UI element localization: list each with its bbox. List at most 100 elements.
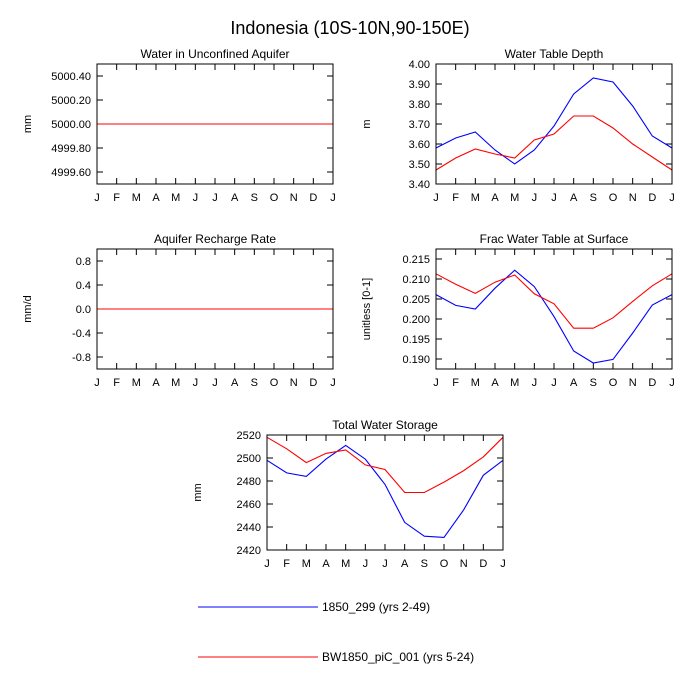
x-tick-label: A (231, 377, 239, 389)
chart-panel-5: Total Water Storage mm 2420 2440 2460 2480 250… (192, 418, 506, 570)
panel-title: Aquifer Recharge Rate (154, 232, 276, 246)
y-tick-label: 0.215 (402, 254, 430, 266)
x-tick-label: M (510, 377, 519, 389)
x-tick-label: F (452, 377, 459, 389)
x-tick-label: J (669, 377, 675, 389)
x-tick-label: N (290, 377, 298, 389)
series-line-blue (435, 269, 673, 364)
x-tick-label: S (251, 377, 258, 389)
x-tick-label: D (648, 192, 656, 204)
y-tick-label: 0.0 (76, 304, 91, 316)
x-tick-label: J (94, 377, 100, 389)
x-tick-label: F (283, 558, 290, 570)
series-line-red (435, 115, 673, 171)
y-tick-label: 2440 (237, 522, 261, 534)
x-tick-label: N (290, 192, 298, 204)
y-tick-label: 3.90 (409, 79, 430, 91)
x-tick-label: M (171, 377, 180, 389)
x-tick-label: J (669, 192, 675, 204)
x-tick-label: D (648, 377, 656, 389)
x-tick-label: J (551, 377, 557, 389)
legend: 1850_299 (yrs 2-49) BW1850_piC_001 (yrs 5… (198, 600, 474, 664)
y-tick-label: -0.4 (72, 328, 91, 340)
x-tick-label: M (132, 192, 141, 204)
y-tick-label: 4.00 (409, 59, 430, 71)
y-tick-label: 0.205 (402, 294, 430, 306)
y-axis-label: mm (22, 115, 34, 133)
y-tick-label: 0.8 (76, 256, 91, 268)
x-tick-label: F (113, 192, 120, 204)
x-tick-label: A (322, 558, 330, 570)
x-tick-label: O (440, 558, 449, 570)
x-tick-label: F (452, 192, 459, 204)
x-tick-label: F (113, 377, 120, 389)
x-tick-label: M (471, 377, 480, 389)
x-tick-label: J (382, 558, 388, 570)
x-tick-label: J (363, 558, 369, 570)
y-tick-label: 0.4 (76, 280, 91, 292)
x-tick-label: A (570, 192, 578, 204)
y-axis-label: mm (192, 483, 204, 501)
x-tick-label: J (551, 192, 557, 204)
y-tick-label: 5000.20 (51, 95, 91, 107)
series-line-blue (266, 444, 504, 538)
x-tick-label: J (532, 192, 538, 204)
y-tick-label: 0.200 (402, 314, 430, 326)
plot-frame (435, 248, 673, 370)
y-tick-label: 3.40 (409, 179, 430, 191)
legend-label: BW1850_piC_001 (yrs 5-24) (322, 650, 474, 664)
x-tick-label: M (341, 558, 350, 570)
x-tick-label: M (132, 377, 141, 389)
x-tick-label: S (251, 192, 258, 204)
y-tick-label: 3.50 (409, 159, 430, 171)
x-tick-label: J (193, 377, 199, 389)
x-tick-label: D (309, 377, 317, 389)
chart-panel-4: Frac Water Table at Surface unitless [0-1… (361, 232, 675, 389)
x-tick-label: J (193, 192, 199, 204)
x-tick-label: N (629, 192, 637, 204)
x-tick-label: S (590, 377, 597, 389)
series-line-red (435, 273, 673, 329)
x-tick-label: O (270, 192, 279, 204)
x-tick-label: A (401, 558, 409, 570)
chart-panel-1: Water in Unconfined Aquifer mm 4999.60 4999… (22, 47, 336, 204)
y-tick-label: 2460 (237, 499, 261, 511)
y-tick-label: 4999.80 (51, 143, 91, 155)
x-tick-label: J (212, 377, 218, 389)
chart-panel-3: Aquifer Recharge Rate mm/d -0.8 -0.4 0.0 0.4 0… (22, 232, 336, 389)
x-tick-label: A (491, 192, 499, 204)
x-tick-label: O (270, 377, 279, 389)
plot-frame (266, 434, 504, 551)
plot-frame (96, 63, 334, 185)
x-tick-label: J (500, 558, 506, 570)
panels: Water in Unconfined Aquifer mm 4999.60 4999… (22, 47, 675, 570)
y-tick-label: 3.80 (409, 99, 430, 111)
x-tick-label: O (609, 377, 618, 389)
y-tick-label: 4999.60 (51, 167, 91, 179)
x-tick-label: A (570, 377, 578, 389)
figure-title: Indonesia (10S-10N,90-150E) (230, 18, 469, 38)
x-tick-label: A (491, 377, 499, 389)
x-tick-label: D (479, 558, 487, 570)
panel-title: Frac Water Table at Surface (480, 232, 629, 246)
y-tick-label: 0.210 (402, 274, 430, 286)
y-tick-label: 0.195 (402, 334, 430, 346)
series-line-blue (435, 77, 673, 165)
x-tick-label: J (330, 377, 336, 389)
y-tick-label: -0.8 (72, 352, 91, 364)
x-tick-label: J (330, 192, 336, 204)
x-tick-label: M (302, 558, 311, 570)
y-tick-label: 2420 (237, 545, 261, 557)
panel-title: Water in Unconfined Aquifer (141, 47, 290, 61)
plot-frame (96, 248, 334, 370)
x-tick-label: A (152, 377, 160, 389)
x-tick-label: M (510, 192, 519, 204)
x-tick-label: M (171, 192, 180, 204)
legend-label: 1850_299 (yrs 2-49) (322, 600, 430, 614)
series-line-red (266, 436, 504, 494)
y-tick-label: 5000.00 (51, 119, 91, 131)
x-tick-label: J (264, 558, 270, 570)
y-tick-label: 3.60 (409, 139, 430, 151)
x-tick-label: D (309, 192, 317, 204)
x-tick-label: J (433, 192, 439, 204)
